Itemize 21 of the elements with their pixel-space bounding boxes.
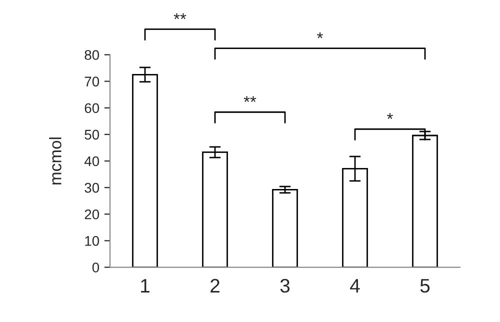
bar bbox=[272, 188, 298, 268]
y-tick-label: 60 bbox=[84, 103, 100, 114]
x-tick-label: 1 bbox=[141, 279, 150, 292]
y-tick-label: 20 bbox=[84, 209, 100, 220]
x-tick-label: 2 bbox=[210, 278, 220, 292]
text: * bbox=[317, 32, 323, 38]
y-tick-label: 30 bbox=[84, 182, 100, 193]
annotation: * bbox=[387, 113, 393, 119]
x-tick-label: 3 bbox=[280, 278, 290, 293]
y-tick-label: 50 bbox=[84, 130, 100, 140]
y-tick-label: 40 bbox=[84, 156, 100, 166]
annotation: ** bbox=[244, 96, 256, 102]
bar bbox=[202, 152, 228, 268]
y-tick-label: 80 bbox=[84, 50, 100, 60]
y-tick-label: 0 bbox=[92, 262, 100, 272]
y-tick-label: 70 bbox=[84, 76, 100, 86]
x-tick-label: 5 bbox=[420, 279, 430, 293]
x-tick-label: 4 bbox=[350, 279, 360, 292]
text: ** bbox=[174, 13, 186, 20]
y-tick-label: 10 bbox=[85, 236, 100, 246]
y-axis-title: mcmol bbox=[49, 138, 62, 184]
